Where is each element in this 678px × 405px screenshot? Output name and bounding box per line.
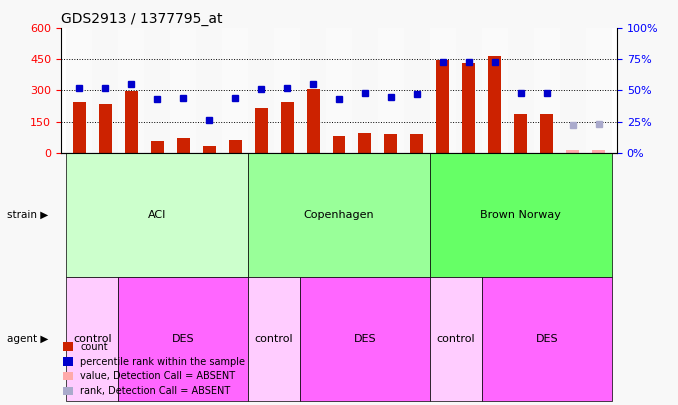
Bar xyxy=(515,114,527,153)
Bar xyxy=(378,28,404,153)
Bar xyxy=(306,90,319,153)
Text: DES: DES xyxy=(172,334,195,344)
Bar xyxy=(566,151,579,153)
Bar xyxy=(92,28,118,153)
Bar xyxy=(593,151,605,153)
Bar xyxy=(326,28,352,153)
Text: control: control xyxy=(255,334,294,344)
Legend: count, percentile rank within the sample, value, Detection Call = ABSENT, rank, : count, percentile rank within the sample… xyxy=(59,338,250,400)
Bar xyxy=(404,28,430,153)
Text: DES: DES xyxy=(536,334,558,344)
Bar xyxy=(540,114,553,153)
Bar xyxy=(456,28,482,153)
Bar xyxy=(125,92,138,153)
Bar xyxy=(482,28,508,153)
Bar xyxy=(359,133,372,153)
Bar xyxy=(281,102,294,153)
Text: GDS2913 / 1377795_at: GDS2913 / 1377795_at xyxy=(61,12,222,26)
Text: ACI: ACI xyxy=(148,210,166,220)
Text: Copenhagen: Copenhagen xyxy=(304,210,374,220)
Bar xyxy=(118,28,144,153)
Bar xyxy=(151,141,163,153)
FancyBboxPatch shape xyxy=(430,277,482,401)
Bar xyxy=(352,28,378,153)
Bar xyxy=(228,140,241,153)
Text: control: control xyxy=(73,334,111,344)
Bar xyxy=(508,28,534,153)
Bar xyxy=(222,28,248,153)
FancyBboxPatch shape xyxy=(482,277,612,401)
Bar xyxy=(274,28,300,153)
Bar xyxy=(196,28,222,153)
Text: control: control xyxy=(437,334,475,344)
Bar xyxy=(462,62,475,153)
Bar xyxy=(254,108,268,153)
Bar xyxy=(66,28,92,153)
Bar xyxy=(430,28,456,153)
Bar xyxy=(384,134,397,153)
Bar xyxy=(332,136,346,153)
Bar xyxy=(410,134,424,153)
Bar xyxy=(300,28,326,153)
Bar xyxy=(170,28,196,153)
FancyBboxPatch shape xyxy=(300,277,430,401)
Bar xyxy=(177,138,190,153)
FancyBboxPatch shape xyxy=(248,277,300,401)
Bar xyxy=(248,28,274,153)
Bar xyxy=(560,28,586,153)
FancyBboxPatch shape xyxy=(66,153,248,277)
Bar xyxy=(144,28,170,153)
Text: strain ▶: strain ▶ xyxy=(7,210,48,220)
Text: DES: DES xyxy=(354,334,376,344)
Bar xyxy=(99,104,112,153)
FancyBboxPatch shape xyxy=(66,277,118,401)
FancyBboxPatch shape xyxy=(118,277,248,401)
FancyBboxPatch shape xyxy=(248,153,430,277)
Bar xyxy=(534,28,560,153)
FancyBboxPatch shape xyxy=(430,153,612,277)
Bar xyxy=(437,60,450,153)
Text: Brown Norway: Brown Norway xyxy=(481,210,561,220)
Bar xyxy=(586,28,612,153)
Bar xyxy=(488,56,501,153)
Text: agent ▶: agent ▶ xyxy=(7,334,48,344)
Bar xyxy=(203,146,216,153)
Bar xyxy=(73,102,85,153)
